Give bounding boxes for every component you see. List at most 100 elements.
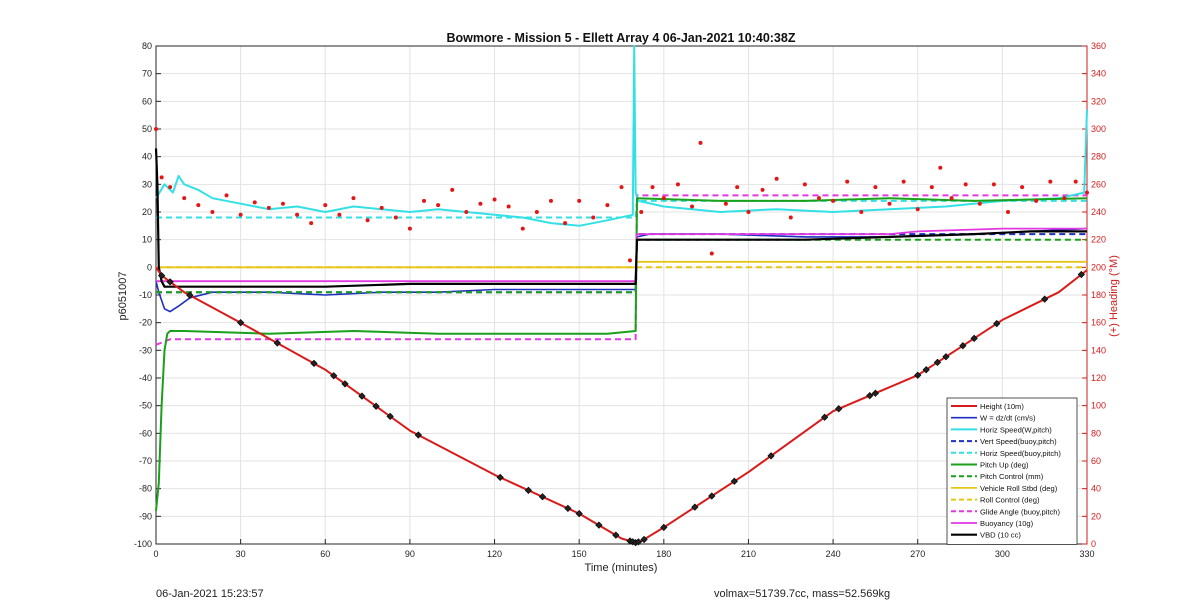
heading-point	[577, 198, 582, 203]
heading-point	[295, 212, 300, 217]
x-tick-label: 0	[153, 549, 158, 559]
series-line	[154, 148, 1087, 288]
height-marker	[186, 291, 194, 299]
height-marker	[372, 402, 380, 410]
y-tick-label: 70	[142, 69, 152, 79]
right-tick-label: 160	[1091, 318, 1106, 328]
right-tick-label: 320	[1091, 96, 1106, 106]
heading-point	[1034, 198, 1039, 203]
x-axis-label: Time (minutes)	[585, 562, 658, 574]
legend-entry: W = dz/dt (cm/s)	[980, 414, 1036, 423]
legend-entry: Buoyancy (10g)	[980, 519, 1034, 528]
heading-point	[929, 185, 934, 190]
heading-point	[464, 210, 469, 214]
heading-point	[709, 251, 714, 256]
height-marker	[358, 392, 366, 400]
height-marker	[538, 493, 547, 501]
height-marker	[496, 473, 504, 482]
heading-point	[379, 205, 384, 210]
height-marker	[708, 492, 716, 500]
height-markers	[158, 270, 1085, 547]
height-marker	[1041, 295, 1049, 303]
heading-point	[915, 207, 920, 212]
x-tick-label: 120	[487, 549, 502, 559]
height-marker	[942, 353, 950, 361]
legend-entry: Vehicle Roll Stbd (deg)	[980, 484, 1058, 493]
height-marker	[237, 319, 245, 327]
y-tick-label: -70	[139, 456, 152, 466]
heading-point	[591, 215, 596, 220]
height-marker	[575, 509, 583, 518]
heading-point	[735, 185, 740, 190]
heading-point	[196, 203, 201, 208]
height-marker	[691, 503, 699, 511]
right-tick-label: 80	[1091, 428, 1101, 438]
height-marker	[959, 342, 967, 350]
right-tick-label: 260	[1091, 179, 1106, 189]
height-marker	[158, 272, 166, 280]
heading-point	[1062, 196, 1067, 201]
x-tick-label: 180	[656, 549, 671, 559]
heading-point	[605, 203, 610, 208]
y-tick-label: 60	[142, 96, 152, 106]
height-marker	[564, 504, 572, 513]
series-line	[156, 238, 1087, 294]
heading-point	[977, 201, 982, 206]
heading-point	[1073, 179, 1078, 184]
heading-point	[661, 196, 666, 201]
height-marker	[310, 359, 318, 368]
right-tick-label: 100	[1091, 401, 1106, 411]
y-tick-label: 30	[142, 179, 152, 189]
heading-point	[873, 185, 878, 190]
heading-point	[859, 210, 864, 214]
legend-entry: Horiz Speed(W,pitch)	[980, 425, 1052, 434]
heading-point	[788, 215, 793, 220]
y-tick-label: -80	[139, 484, 152, 494]
heading-point	[831, 198, 836, 203]
y-tick-label: 80	[142, 41, 152, 51]
y-tick-label: 50	[142, 124, 152, 134]
heading-point	[650, 185, 655, 190]
heading-point	[845, 179, 850, 184]
height-marker	[933, 358, 942, 366]
heading-point	[949, 196, 954, 201]
heading-point	[774, 176, 779, 181]
x-tick-label: 240	[826, 549, 841, 559]
heading-point	[534, 210, 539, 214]
right-tick-label: 120	[1091, 373, 1106, 383]
heading-point	[746, 210, 751, 214]
heading-point	[422, 198, 427, 203]
chart-title: Bowmore - Mission 5 - Ellett Array 4 06-…	[447, 31, 796, 45]
heading-point	[816, 196, 821, 201]
x-tick-label: 270	[910, 549, 925, 559]
right-tick-label: 60	[1091, 456, 1101, 466]
heading-point	[887, 201, 892, 206]
height-marker	[634, 538, 643, 546]
heading-point	[619, 185, 624, 190]
height-marker	[970, 334, 978, 342]
right-tick-label: 220	[1091, 235, 1106, 245]
x-tick-label: 90	[405, 549, 415, 559]
series-line	[155, 197, 1088, 511]
height-marker	[835, 405, 843, 413]
heading-point	[698, 140, 703, 145]
heading-point	[309, 221, 314, 226]
heading-point	[690, 204, 695, 209]
height-marker	[767, 452, 775, 460]
x-tick-label: 60	[320, 549, 330, 559]
height-marker	[386, 412, 394, 420]
x-tick-label: 150	[572, 549, 587, 559]
right-tick-label: 340	[1091, 69, 1106, 79]
heading-point	[238, 212, 243, 217]
x-tick-label: 300	[995, 549, 1010, 559]
heading-point	[252, 200, 257, 205]
heading-point	[760, 187, 765, 192]
heading-point	[991, 182, 996, 187]
heading-point	[210, 210, 215, 214]
heading-point	[639, 210, 644, 214]
height-marker	[660, 523, 668, 532]
legend-entry: Pitch Control (mm)	[980, 472, 1044, 481]
footer-timestamp: 06-Jan-2021 15:23:57	[156, 588, 264, 600]
legend-entry: Glide Angle (buoy,pitch)	[980, 507, 1061, 516]
